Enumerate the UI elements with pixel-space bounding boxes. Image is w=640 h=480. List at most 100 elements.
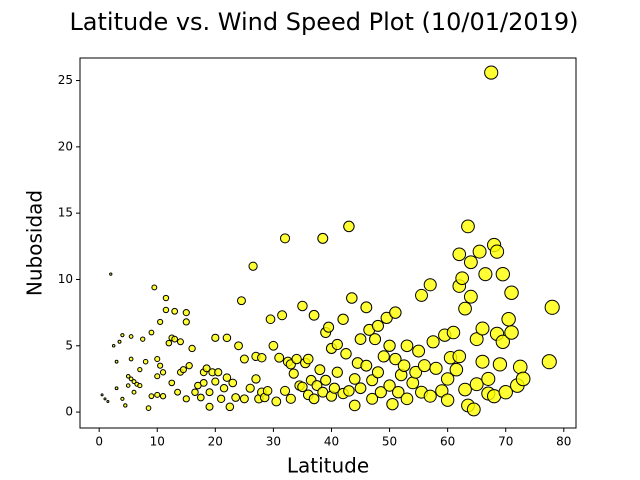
point bbox=[168, 379, 176, 387]
point bbox=[154, 356, 161, 363]
point bbox=[374, 386, 387, 399]
point bbox=[120, 396, 125, 401]
point bbox=[331, 338, 343, 351]
point bbox=[277, 310, 288, 321]
point bbox=[461, 219, 475, 234]
point bbox=[279, 233, 291, 244]
point bbox=[120, 333, 125, 338]
point bbox=[389, 306, 402, 319]
point bbox=[475, 321, 490, 336]
point bbox=[205, 402, 214, 411]
point bbox=[234, 341, 243, 351]
point bbox=[412, 344, 426, 358]
point bbox=[423, 278, 437, 292]
point bbox=[179, 366, 187, 374]
point bbox=[323, 321, 335, 333]
point bbox=[131, 379, 137, 385]
y-tick-label: 10 bbox=[58, 272, 73, 286]
point bbox=[114, 386, 119, 391]
point bbox=[440, 372, 455, 386]
point bbox=[128, 376, 134, 382]
point bbox=[109, 272, 113, 276]
point bbox=[228, 378, 238, 388]
point bbox=[501, 312, 516, 327]
x-tick-label: 20 bbox=[208, 435, 223, 449]
point bbox=[504, 325, 519, 340]
point bbox=[137, 367, 143, 373]
point bbox=[248, 261, 258, 271]
point bbox=[271, 396, 282, 407]
x-tick-label: 10 bbox=[150, 435, 165, 449]
point bbox=[469, 377, 484, 392]
point bbox=[225, 402, 235, 412]
point bbox=[475, 354, 490, 369]
point bbox=[182, 318, 190, 326]
point bbox=[211, 333, 220, 342]
point bbox=[297, 300, 308, 312]
point bbox=[251, 374, 261, 384]
point bbox=[174, 388, 182, 396]
point bbox=[478, 267, 493, 282]
point bbox=[154, 391, 161, 398]
point bbox=[199, 379, 208, 387]
point bbox=[148, 329, 155, 336]
point bbox=[492, 357, 508, 372]
point bbox=[196, 393, 205, 402]
point bbox=[331, 366, 343, 378]
point bbox=[308, 309, 320, 321]
point bbox=[165, 339, 173, 347]
point bbox=[157, 362, 164, 369]
point bbox=[288, 368, 299, 379]
point bbox=[162, 294, 170, 302]
point bbox=[392, 385, 405, 399]
point bbox=[498, 385, 513, 400]
point bbox=[446, 325, 461, 340]
point bbox=[484, 65, 499, 80]
point bbox=[328, 382, 340, 394]
y-tick-label: 20 bbox=[58, 139, 73, 153]
point bbox=[291, 353, 302, 365]
point bbox=[452, 247, 467, 262]
point bbox=[214, 368, 223, 377]
point bbox=[205, 388, 214, 397]
point bbox=[320, 374, 332, 386]
chart-title: Latitude vs. Wind Speed Plot (10/01/2019… bbox=[69, 8, 578, 36]
point bbox=[125, 383, 131, 388]
point bbox=[343, 220, 355, 233]
point bbox=[257, 352, 267, 363]
point bbox=[137, 382, 143, 389]
point bbox=[409, 365, 423, 379]
point bbox=[458, 301, 472, 316]
point bbox=[400, 339, 414, 353]
point bbox=[354, 382, 367, 395]
point bbox=[128, 356, 134, 362]
point bbox=[348, 399, 361, 412]
point bbox=[366, 392, 379, 405]
point bbox=[219, 384, 229, 393]
point bbox=[100, 393, 104, 397]
point bbox=[314, 364, 326, 376]
point bbox=[185, 362, 193, 370]
point bbox=[469, 332, 484, 347]
point bbox=[151, 284, 158, 291]
point bbox=[544, 299, 560, 315]
point bbox=[103, 397, 107, 401]
point bbox=[360, 301, 373, 314]
y-tick-label: 0 bbox=[65, 405, 73, 419]
y-axis-label: Nubosidad bbox=[23, 190, 47, 296]
point bbox=[406, 376, 420, 390]
point bbox=[337, 313, 349, 325]
point bbox=[429, 361, 443, 375]
point bbox=[369, 333, 382, 346]
point bbox=[202, 364, 211, 373]
point bbox=[171, 335, 179, 343]
point bbox=[360, 359, 373, 372]
point bbox=[426, 335, 440, 349]
point bbox=[389, 352, 402, 366]
point bbox=[348, 373, 361, 385]
point bbox=[383, 379, 396, 392]
x-axis-label: Latitude bbox=[287, 454, 369, 478]
point bbox=[117, 339, 122, 344]
point bbox=[386, 397, 399, 411]
